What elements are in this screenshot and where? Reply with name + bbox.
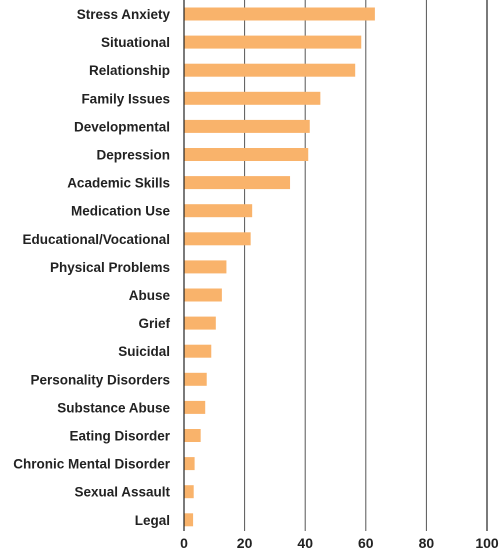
bar-9 — [184, 260, 227, 274]
bar-4 — [184, 119, 310, 133]
category-label-4: Developmental — [74, 119, 170, 134]
category-label-6: Academic Skills — [67, 176, 170, 191]
x-tick-label-0: 0 — [180, 535, 188, 551]
bar-1 — [184, 35, 362, 49]
category-label-15: Eating Disorder — [69, 429, 170, 444]
category-label-5: Depression — [96, 148, 170, 163]
bar-13 — [184, 372, 207, 386]
x-tick-label-60: 60 — [358, 535, 374, 551]
x-axis-ticks: 0 20 40 60 80 100 — [180, 535, 499, 551]
category-label-14: Substance Abuse — [57, 400, 170, 415]
x-tick-label-80: 80 — [419, 535, 435, 551]
category-label-0: Stress Anxiety — [77, 7, 171, 22]
grid-lines — [244, 0, 427, 531]
category-label-3: Family Issues — [81, 91, 170, 106]
bar-7 — [184, 204, 253, 218]
category-label-1: Situational — [101, 35, 170, 50]
x-tick-label-20: 20 — [237, 535, 253, 551]
bar-14 — [184, 400, 206, 414]
bar-12 — [184, 344, 212, 358]
bar-0 — [184, 7, 375, 21]
x-tick-label-40: 40 — [297, 535, 313, 551]
bar-8 — [184, 232, 251, 246]
category-label-18: Legal — [135, 513, 170, 528]
category-label-10: Abuse — [129, 288, 171, 303]
bar-15 — [184, 429, 201, 442]
category-label-8: Educational/Vocational — [22, 232, 170, 247]
bar-5 — [184, 148, 309, 161]
bar-3 — [184, 91, 321, 105]
bar-10 — [184, 288, 222, 302]
category-label-17: Sexual Assault — [74, 485, 170, 500]
bar-6 — [184, 176, 291, 190]
bar-17 — [184, 485, 194, 499]
bar-16 — [184, 457, 195, 471]
bar-11 — [184, 316, 216, 330]
category-label-7: Medication Use — [71, 204, 171, 219]
bar-18 — [184, 513, 194, 527]
category-label-2: Relationship — [89, 63, 170, 78]
bars — [184, 7, 375, 527]
category-label-11: Grief — [138, 316, 170, 331]
x-tick-label-100: 100 — [475, 535, 499, 551]
category-label-13: Personality Disorders — [30, 372, 170, 387]
bar-2 — [184, 63, 356, 77]
category-label-9: Physical Problems — [50, 260, 170, 275]
category-label-16: Chronic Mental Disorder — [13, 457, 171, 472]
category-labels: Stress Anxiety Situational Relationship Fam… — [13, 7, 171, 528]
category-label-12: Suicidal — [118, 344, 170, 359]
